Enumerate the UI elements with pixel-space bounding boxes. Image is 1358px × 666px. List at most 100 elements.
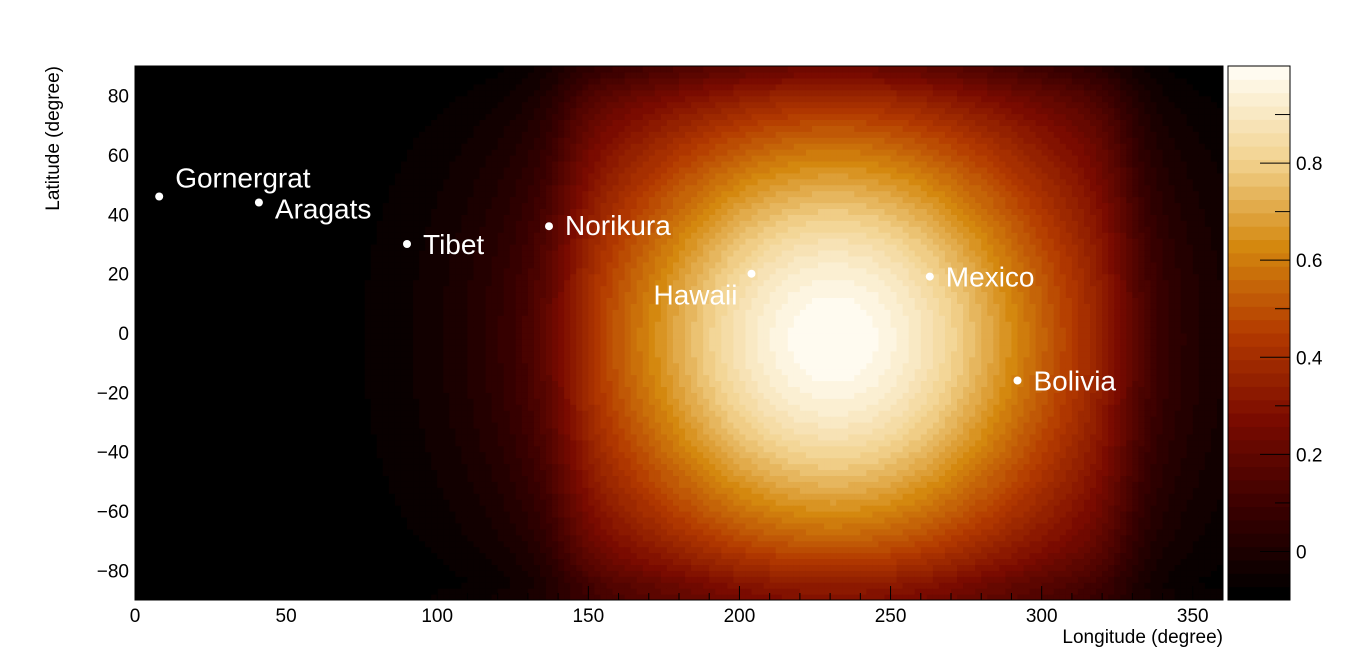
heatmap-cell [352, 101, 360, 109]
heatmap-cell [213, 113, 221, 120]
heatmap-cell [340, 564, 348, 571]
heatmap-cell [388, 380, 396, 387]
heatmap-cell [135, 338, 142, 346]
heatmap-cell [177, 249, 184, 257]
heatmap-cell [364, 220, 372, 227]
heatmap-cell [255, 475, 263, 482]
heatmap-cell [298, 303, 305, 310]
heatmap-cell [183, 552, 190, 560]
heatmap-cell [280, 481, 287, 488]
heatmap-cell [219, 214, 227, 221]
heatmap-cell [159, 196, 166, 204]
heatmap-cell [376, 534, 384, 542]
heatmap-cell [237, 71, 245, 79]
heatmap-cell [407, 475, 414, 482]
heatmap-cell [467, 558, 475, 565]
heatmap-cell [219, 511, 227, 518]
heatmap-cell [455, 433, 462, 441]
heatmap-cell [328, 528, 336, 536]
heatmap-cell [213, 208, 221, 215]
heatmap-cell [382, 534, 390, 542]
heatmap-cell [322, 255, 330, 263]
heatmap-cell [267, 392, 275, 399]
heatmap-cell [461, 89, 469, 97]
heatmap-cell [419, 291, 426, 298]
heatmap-cell [292, 172, 299, 180]
heatmap-cell [255, 558, 263, 565]
heatmap-cell [382, 89, 390, 97]
heatmap-cell [425, 220, 432, 227]
heatmap-cell [292, 433, 299, 441]
heatmap-cell [274, 273, 281, 281]
heatmap-cell [334, 71, 342, 79]
heatmap-cell [213, 202, 221, 209]
heatmap-cell [413, 475, 420, 482]
heatmap-cell [334, 516, 342, 524]
heatmap-cell [267, 291, 275, 298]
heatmap-cell [274, 576, 281, 583]
heatmap-cell [407, 107, 414, 115]
heatmap-cell [352, 190, 360, 198]
heatmap-cell [141, 220, 148, 227]
heatmap-cell [280, 511, 287, 518]
heatmap-cell [267, 113, 275, 120]
heatmap-cell [147, 285, 154, 293]
heatmap-cell [165, 89, 172, 97]
heatmap-cell [394, 160, 402, 168]
heatmap-cell [249, 315, 257, 322]
heatmap-cell [280, 321, 287, 328]
heatmap-cell [141, 172, 148, 180]
heatmap-cell [298, 380, 305, 387]
heatmap-cell [255, 66, 263, 73]
heatmap-cell [400, 481, 408, 488]
heatmap-cell [443, 149, 450, 156]
heatmap-cell [177, 208, 184, 215]
heatmap-cell [298, 184, 305, 192]
heatmap-cell [237, 309, 245, 316]
heatmap-cell [231, 149, 239, 156]
heatmap-cell [382, 309, 390, 316]
heatmap-cell [183, 315, 190, 322]
heatmap-cell [394, 350, 402, 358]
heatmap-cell [249, 481, 257, 488]
heatmap-cell [249, 309, 257, 316]
heatmap-cell [201, 249, 209, 257]
heatmap-cell [431, 469, 438, 476]
heatmap-cell [449, 220, 456, 227]
heatmap-cell [243, 267, 251, 275]
heatmap-cell [189, 516, 197, 524]
heatmap-cell [249, 267, 257, 275]
heatmap-cell [437, 226, 444, 233]
heatmap-cell [135, 386, 142, 393]
heatmap-cell [358, 244, 366, 251]
heatmap-cell [376, 66, 384, 73]
heatmap-cell [316, 445, 323, 453]
heatmap-cell [370, 107, 378, 115]
heatmap-cell [443, 89, 450, 97]
heatmap-cell [135, 481, 142, 488]
heatmap-cell [153, 131, 160, 138]
heatmap-cell [376, 463, 384, 471]
heatmap-cell [443, 350, 450, 358]
heatmap-cell [219, 374, 227, 382]
heatmap-cell [147, 291, 154, 298]
heatmap-cell [153, 576, 160, 583]
heatmap-cell [328, 416, 336, 423]
heatmap-cell [455, 172, 462, 180]
heatmap-cell [171, 184, 178, 192]
heatmap-cell [407, 232, 414, 239]
heatmap-cell [225, 232, 233, 239]
heatmap-cell [225, 439, 233, 447]
heatmap-cell [358, 427, 366, 435]
heatmap-cell [189, 552, 197, 560]
heatmap-cell [261, 540, 269, 548]
heatmap-cell [400, 451, 408, 459]
heatmap-cell [316, 95, 323, 103]
heatmap-cell [346, 404, 354, 411]
heatmap-cell [376, 220, 384, 227]
heatmap-cell [231, 445, 239, 453]
heatmap-cell [280, 522, 287, 530]
heatmap-cell [153, 487, 160, 494]
heatmap-cell [334, 522, 342, 530]
heatmap-cell [189, 327, 197, 334]
